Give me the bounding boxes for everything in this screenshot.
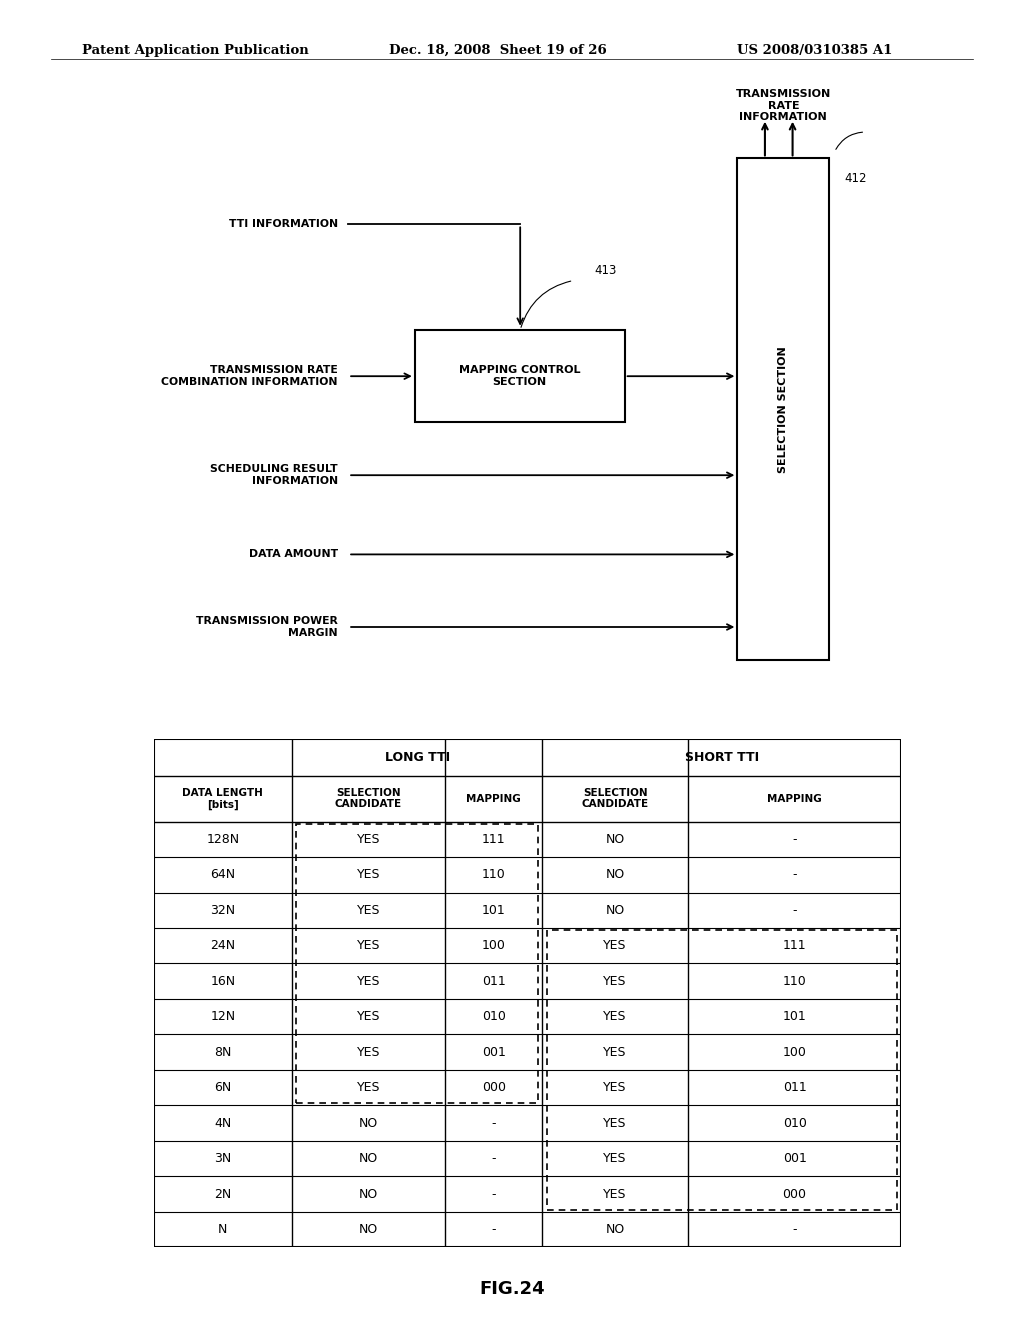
Text: YES: YES (356, 974, 380, 987)
Text: Dec. 18, 2008  Sheet 19 of 26: Dec. 18, 2008 Sheet 19 of 26 (389, 44, 607, 57)
Text: DATA AMOUNT: DATA AMOUNT (249, 549, 338, 560)
Text: NO: NO (358, 1188, 378, 1201)
Text: LONG TTI: LONG TTI (385, 751, 450, 764)
Text: -: - (793, 904, 797, 917)
Text: 412: 412 (845, 172, 867, 185)
Text: 010: 010 (481, 1010, 506, 1023)
Text: -: - (492, 1224, 496, 1236)
Text: YES: YES (603, 974, 627, 987)
Text: YES: YES (356, 940, 380, 952)
Text: NO: NO (358, 1117, 378, 1130)
Text: N: N (218, 1224, 227, 1236)
Text: SELECTION
CANDIDATE: SELECTION CANDIDATE (335, 788, 402, 809)
Text: YES: YES (603, 1152, 627, 1166)
Text: FIG.23: FIG.23 (428, 772, 494, 791)
Text: SHORT TTI: SHORT TTI (685, 751, 759, 764)
Text: Patent Application Publication: Patent Application Publication (82, 44, 308, 57)
Text: 128N: 128N (206, 833, 240, 846)
Text: 4N: 4N (214, 1117, 231, 1130)
Text: 16N: 16N (210, 974, 236, 987)
Text: YES: YES (603, 1045, 627, 1059)
Text: YES: YES (356, 1010, 380, 1023)
Text: NO: NO (358, 1152, 378, 1166)
Text: TRANSMISSION POWER
MARGIN: TRANSMISSION POWER MARGIN (196, 616, 338, 638)
Text: YES: YES (603, 1081, 627, 1094)
Text: 100: 100 (481, 940, 506, 952)
Text: 100: 100 (782, 1045, 807, 1059)
Text: 12N: 12N (210, 1010, 236, 1023)
Text: 001: 001 (782, 1152, 807, 1166)
Text: YES: YES (356, 904, 380, 917)
Text: MAPPING CONTROL
SECTION: MAPPING CONTROL SECTION (459, 366, 581, 387)
Text: 101: 101 (482, 904, 506, 917)
Text: -: - (793, 833, 797, 846)
Text: -: - (793, 1224, 797, 1236)
Text: SELECTION SECTION: SELECTION SECTION (778, 346, 788, 473)
Text: 010: 010 (782, 1117, 807, 1130)
Text: 000: 000 (481, 1081, 506, 1094)
Text: 3N: 3N (214, 1152, 231, 1166)
Text: YES: YES (603, 1010, 627, 1023)
Text: YES: YES (356, 1045, 380, 1059)
Text: YES: YES (603, 1188, 627, 1201)
Text: 110: 110 (482, 869, 506, 882)
Text: 000: 000 (782, 1188, 807, 1201)
Bar (737, 158, 829, 660)
Text: US 2008/0310385 A1: US 2008/0310385 A1 (737, 44, 893, 57)
Text: 32N: 32N (210, 904, 236, 917)
Text: TRANSMISSION
RATE
INFORMATION: TRANSMISSION RATE INFORMATION (735, 88, 831, 123)
Bar (415, 330, 625, 422)
Text: YES: YES (356, 833, 380, 846)
Text: NO: NO (605, 1224, 625, 1236)
Text: FIG.24: FIG.24 (479, 1280, 545, 1299)
Text: YES: YES (356, 869, 380, 882)
Text: 2N: 2N (214, 1188, 231, 1201)
Text: NO: NO (605, 904, 625, 917)
Text: NO: NO (605, 869, 625, 882)
Text: SELECTION
CANDIDATE: SELECTION CANDIDATE (582, 788, 649, 809)
Text: MAPPING: MAPPING (466, 793, 521, 804)
Text: YES: YES (603, 940, 627, 952)
Text: 413: 413 (594, 264, 616, 277)
Text: 110: 110 (782, 974, 807, 987)
Text: MAPPING: MAPPING (767, 793, 822, 804)
Text: 64N: 64N (210, 869, 236, 882)
Text: NO: NO (605, 833, 625, 846)
Text: -: - (492, 1188, 496, 1201)
Text: DATA LENGTH
[bits]: DATA LENGTH [bits] (182, 788, 263, 809)
Text: -: - (492, 1152, 496, 1166)
Text: 6N: 6N (214, 1081, 231, 1094)
Text: 111: 111 (782, 940, 807, 952)
Text: 101: 101 (782, 1010, 807, 1023)
Text: 001: 001 (481, 1045, 506, 1059)
Text: 24N: 24N (210, 940, 236, 952)
Text: -: - (492, 1117, 496, 1130)
Bar (547, 931, 897, 1210)
Text: 111: 111 (482, 833, 506, 846)
Text: SCHEDULING RESULT
INFORMATION: SCHEDULING RESULT INFORMATION (210, 465, 338, 486)
Text: YES: YES (356, 1081, 380, 1094)
Text: TTI INFORMATION: TTI INFORMATION (228, 219, 338, 230)
Text: TRANSMISSION RATE
COMBINATION INFORMATION: TRANSMISSION RATE COMBINATION INFORMATIO… (162, 366, 338, 387)
Text: YES: YES (603, 1117, 627, 1130)
Bar (296, 824, 538, 1104)
Text: 8N: 8N (214, 1045, 231, 1059)
Text: -: - (793, 869, 797, 882)
Text: 011: 011 (482, 974, 506, 987)
Text: NO: NO (358, 1224, 378, 1236)
Text: 011: 011 (782, 1081, 807, 1094)
